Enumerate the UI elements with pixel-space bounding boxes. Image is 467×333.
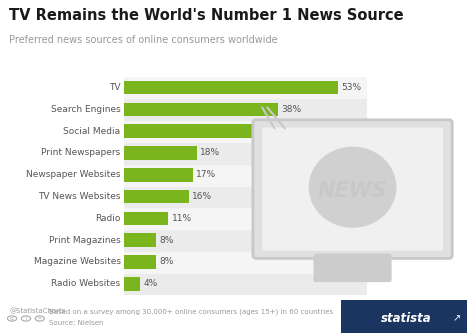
Circle shape <box>310 147 396 227</box>
Text: Social Media: Social Media <box>64 127 120 136</box>
Text: 17%: 17% <box>196 170 216 179</box>
Text: NEWS: NEWS <box>318 181 388 201</box>
Bar <box>0 251 467 273</box>
Text: Print Newspapers: Print Newspapers <box>41 149 120 158</box>
Text: i: i <box>25 316 27 321</box>
Text: ↗: ↗ <box>453 313 461 323</box>
Text: TV: TV <box>109 83 120 92</box>
Polygon shape <box>341 300 467 333</box>
Bar <box>124 103 277 116</box>
Text: Radio: Radio <box>95 214 120 223</box>
Bar <box>0 99 467 120</box>
Text: 16%: 16% <box>192 192 212 201</box>
Text: 33%: 33% <box>261 127 281 136</box>
Text: Preferred news sources of online consumers worldwide: Preferred news sources of online consume… <box>9 35 278 45</box>
Bar <box>0 77 467 98</box>
Text: Magazine Websites: Magazine Websites <box>34 257 120 266</box>
Bar <box>0 164 467 185</box>
Bar <box>0 142 467 164</box>
Text: Print Magazines: Print Magazines <box>49 236 120 245</box>
Bar <box>124 81 338 94</box>
Text: 53%: 53% <box>341 83 361 92</box>
Text: Based on a survey among 30,000+ online consumers (ages 15+) in 60 countries: Based on a survey among 30,000+ online c… <box>49 308 333 315</box>
Bar <box>124 168 192 181</box>
Text: Source: Nielsen: Source: Nielsen <box>49 320 104 326</box>
Bar <box>0 273 467 295</box>
Text: 18%: 18% <box>200 149 220 158</box>
Text: 8%: 8% <box>159 236 174 245</box>
Text: Radio Websites: Radio Websites <box>51 279 120 288</box>
FancyBboxPatch shape <box>313 254 392 282</box>
Bar <box>124 277 140 291</box>
Text: 11%: 11% <box>171 214 191 223</box>
Bar <box>0 207 467 229</box>
Bar <box>124 124 257 138</box>
Bar <box>124 233 156 247</box>
Text: TV Remains the World's Number 1 News Source: TV Remains the World's Number 1 News Sou… <box>9 8 404 23</box>
Text: 8%: 8% <box>159 257 174 266</box>
Bar <box>124 255 156 269</box>
Text: 4%: 4% <box>143 279 157 288</box>
FancyBboxPatch shape <box>253 120 452 258</box>
Text: Newspaper Websites: Newspaper Websites <box>26 170 120 179</box>
Bar <box>0 120 467 142</box>
Text: =: = <box>38 316 42 321</box>
Bar <box>0 185 467 207</box>
Bar <box>124 146 197 160</box>
Text: 38%: 38% <box>281 105 301 114</box>
FancyBboxPatch shape <box>262 128 443 251</box>
Text: @StatistaCharts: @StatistaCharts <box>9 308 66 314</box>
Text: statista: statista <box>381 311 432 325</box>
Text: cc: cc <box>9 316 14 321</box>
Bar <box>124 190 189 203</box>
Text: TV News Websites: TV News Websites <box>38 192 120 201</box>
Bar <box>124 211 168 225</box>
Text: Search Engines: Search Engines <box>51 105 120 114</box>
Bar <box>0 229 467 251</box>
